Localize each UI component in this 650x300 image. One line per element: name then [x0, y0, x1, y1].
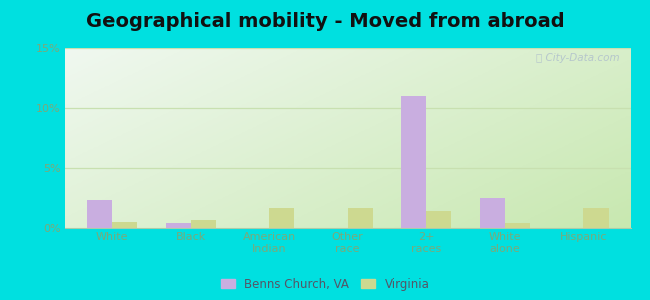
Bar	[112, 222, 137, 228]
Bar	[87, 200, 112, 228]
Bar	[166, 223, 190, 228]
Legend: Benns Church, VA, Virginia: Benns Church, VA, Virginia	[217, 274, 433, 294]
Bar	[426, 211, 452, 228]
Text: ⓘ City-Data.com: ⓘ City-Data.com	[536, 53, 619, 63]
Text: Geographical mobility - Moved from abroad: Geographical mobility - Moved from abroa…	[86, 12, 564, 31]
Bar	[269, 208, 294, 228]
Bar	[401, 96, 426, 228]
Bar	[348, 208, 373, 228]
Bar	[505, 223, 530, 228]
Bar	[480, 198, 505, 228]
Bar	[190, 220, 216, 228]
Bar	[584, 208, 608, 228]
